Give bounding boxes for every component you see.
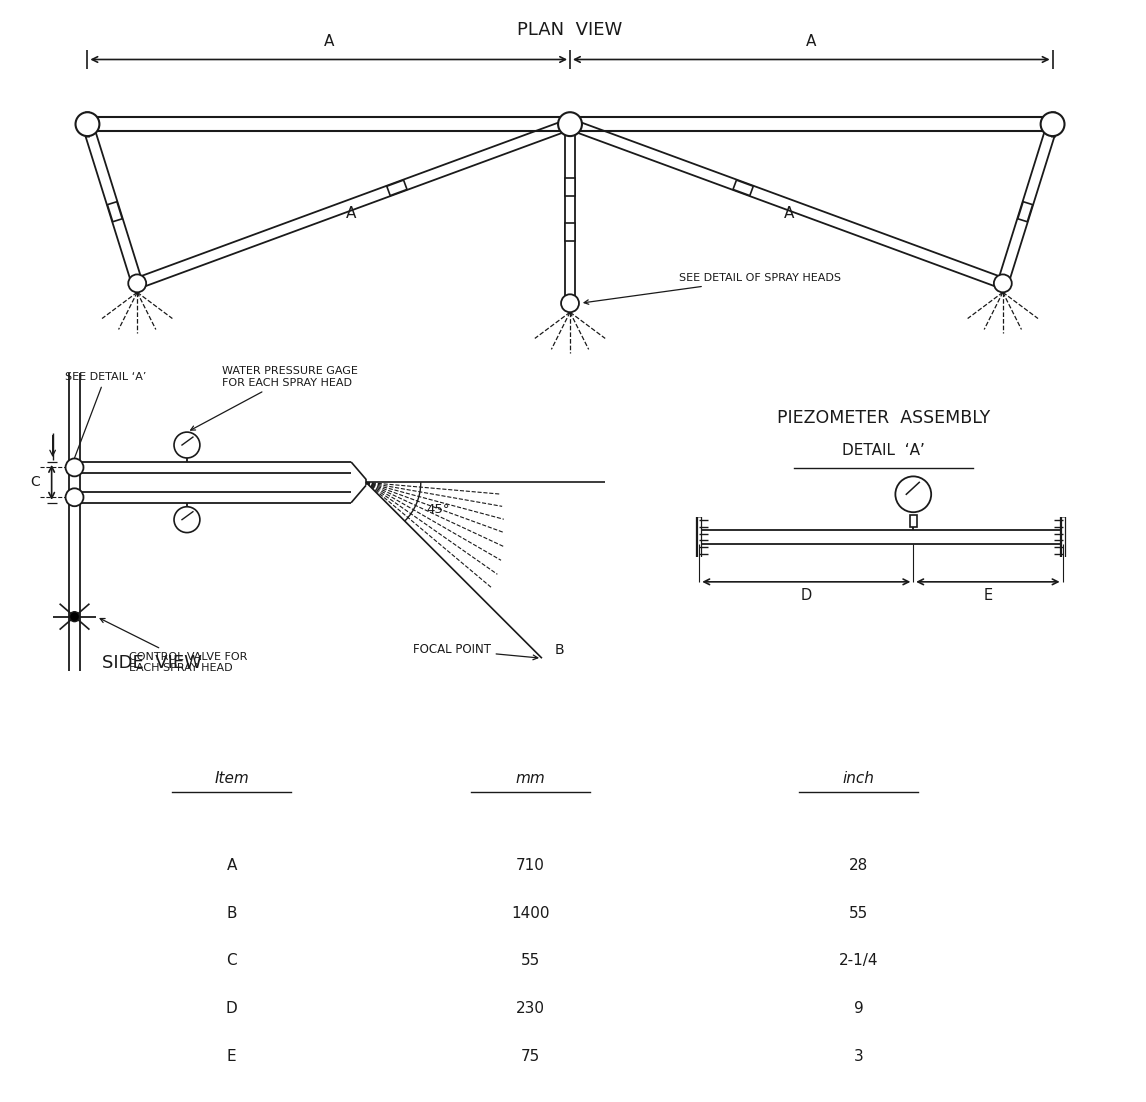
Circle shape — [65, 488, 84, 506]
Text: 1400: 1400 — [511, 906, 549, 920]
Text: 9: 9 — [854, 1002, 863, 1016]
Bar — [565, 223, 575, 240]
Text: 230: 230 — [516, 1002, 544, 1016]
Bar — [1018, 202, 1033, 222]
Text: inch: inch — [842, 770, 874, 786]
Text: A: A — [784, 206, 794, 222]
Text: SIDE  VIEW: SIDE VIEW — [102, 655, 202, 672]
Text: E: E — [983, 588, 992, 603]
Circle shape — [558, 112, 582, 137]
Text: A: A — [346, 206, 356, 222]
Text: B: B — [227, 906, 237, 920]
Text: 55: 55 — [520, 953, 540, 969]
Text: 2-1/4: 2-1/4 — [839, 953, 878, 969]
Text: 55: 55 — [849, 906, 869, 920]
Text: mm: mm — [516, 770, 545, 786]
Text: E: E — [227, 1049, 236, 1063]
Text: WATER PRESSURE GAGE
FOR EACH SPRAY HEAD: WATER PRESSURE GAGE FOR EACH SPRAY HEAD — [190, 366, 358, 430]
Text: A: A — [227, 857, 237, 873]
Text: DETAIL  ‘A’: DETAIL ‘A’ — [842, 443, 925, 458]
Text: A: A — [323, 34, 333, 50]
Text: C: C — [30, 475, 40, 489]
Text: 75: 75 — [520, 1049, 540, 1063]
Text: D: D — [226, 1002, 237, 1016]
Circle shape — [76, 112, 100, 137]
Text: 710: 710 — [516, 857, 544, 873]
Bar — [386, 180, 407, 195]
Bar — [910, 515, 917, 527]
Circle shape — [174, 432, 199, 458]
Text: A: A — [806, 34, 816, 50]
Text: 28: 28 — [849, 857, 869, 873]
Bar — [565, 177, 575, 196]
Text: SEE DETAIL OF SPRAY HEADS: SEE DETAIL OF SPRAY HEADS — [584, 273, 841, 304]
Circle shape — [128, 274, 147, 292]
Circle shape — [65, 458, 84, 476]
Text: 3: 3 — [854, 1049, 863, 1063]
Text: PIEZOMETER  ASSEMBLY: PIEZOMETER ASSEMBLY — [777, 409, 990, 426]
Circle shape — [70, 612, 79, 622]
Circle shape — [895, 476, 932, 512]
Text: C: C — [227, 953, 237, 969]
Text: 45°: 45° — [426, 503, 449, 516]
Text: CONTROL VALVE FOR
EACH SPRAY HEAD: CONTROL VALVE FOR EACH SPRAY HEAD — [100, 618, 248, 673]
Circle shape — [1041, 112, 1065, 137]
Text: D: D — [801, 588, 813, 603]
Text: Item: Item — [214, 770, 249, 786]
Text: PLAN  VIEW: PLAN VIEW — [517, 21, 622, 39]
Circle shape — [562, 294, 579, 312]
Circle shape — [994, 274, 1012, 292]
Circle shape — [174, 507, 199, 532]
Bar — [733, 180, 753, 195]
Text: SEE DETAIL ‘A’: SEE DETAIL ‘A’ — [64, 371, 146, 468]
Text: FOCAL POINT: FOCAL POINT — [413, 644, 537, 660]
Text: B: B — [555, 644, 565, 657]
Bar — [108, 202, 123, 222]
